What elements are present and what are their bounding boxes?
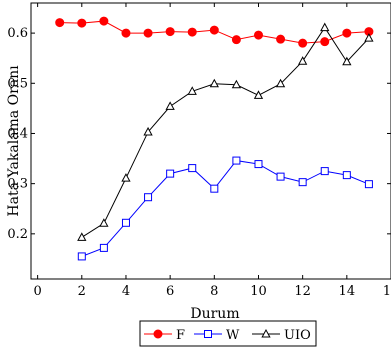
x-tick-label: 16 (383, 284, 391, 299)
series-f-point (253, 30, 263, 40)
series-w-point (342, 171, 351, 180)
series-w-point (121, 218, 130, 227)
series-uio-point (275, 78, 286, 88)
y-tick-label: 0.2 (7, 227, 28, 242)
x-tick-label: 10 (250, 284, 267, 299)
series-w (77, 156, 373, 261)
series-uio-point (143, 126, 153, 136)
x-tick-label: 4 (122, 284, 130, 299)
series-w-point (254, 160, 263, 169)
series-f-point (231, 35, 241, 45)
x-tick-label: 12 (294, 284, 311, 299)
series-uio-point (99, 218, 109, 227)
x-tick-label: 8 (210, 284, 218, 299)
x-tick-label: 14 (339, 284, 356, 299)
series-f-point (209, 25, 219, 35)
y-tick-label: 0.5 (7, 76, 28, 91)
series-uio-point (364, 33, 374, 42)
series-f-point (77, 18, 87, 28)
series-uio-point (253, 90, 264, 99)
legend-item-f: F (144, 328, 185, 343)
legend-label-uio: UIO (284, 328, 311, 343)
series-f-point (165, 27, 175, 37)
series-w-point (276, 172, 285, 181)
x-tick-label: 2 (78, 284, 86, 299)
series-f-point (99, 16, 109, 26)
series-f-point (276, 34, 286, 44)
series-w-point (364, 180, 373, 189)
series-uio (77, 22, 374, 241)
series-w-point (144, 193, 153, 202)
series-w-point (77, 252, 86, 261)
series-f-point (320, 37, 330, 47)
series-w-point (99, 243, 108, 252)
series-uio-point (320, 22, 330, 32)
y-tick-label: 0.6 (7, 26, 28, 41)
axis-ticks: 0 2 4 6 8 10 12 14 16 0.2 0.3 0.4 0.5 0.6 (7, 3, 391, 299)
series-w-point (210, 184, 219, 193)
series-f-point (187, 27, 197, 37)
legend-item-w: W (194, 328, 240, 343)
series-f-point (121, 28, 131, 38)
y-tick-label: 0.3 (7, 177, 28, 192)
series-w-point (298, 178, 307, 187)
series-uio-point (231, 79, 242, 89)
series-f-point (55, 18, 65, 28)
series-uio-point (165, 101, 175, 110)
legend: F W UIO (139, 320, 317, 347)
x-axis-label: Durum (190, 306, 239, 322)
series-uio-point (77, 232, 87, 241)
series-f-point (143, 28, 153, 38)
series-f-point (298, 38, 308, 48)
series-uio-point (209, 78, 219, 88)
legend-marker-f (153, 329, 163, 339)
series-uio-line (81, 26, 370, 238)
series-layer (55, 16, 374, 261)
series-uio-point (187, 86, 197, 95)
x-tick-label: 0 (33, 284, 41, 299)
series-uio-point (298, 56, 308, 65)
legend-label-f: F (176, 328, 185, 343)
y-axis-label: Hata Yakalama Oranı (6, 65, 22, 217)
series-f-point (342, 28, 352, 38)
series-uio-point (121, 173, 131, 182)
plot-frame (30, 2, 391, 280)
series-w-point (232, 156, 241, 165)
series-w-point (166, 169, 175, 178)
legend-item-uio: UIO (252, 328, 311, 343)
series-w-point (188, 164, 197, 173)
x-tick-label: 6 (166, 284, 174, 299)
series-w-point (320, 167, 329, 176)
series-f (55, 16, 374, 48)
series-uio-point (342, 56, 352, 66)
legend-marker-w (204, 330, 212, 338)
y-tick-label: 0.4 (7, 126, 28, 141)
legend-marker-uio (261, 328, 271, 338)
legend-label-w: W (226, 328, 240, 343)
